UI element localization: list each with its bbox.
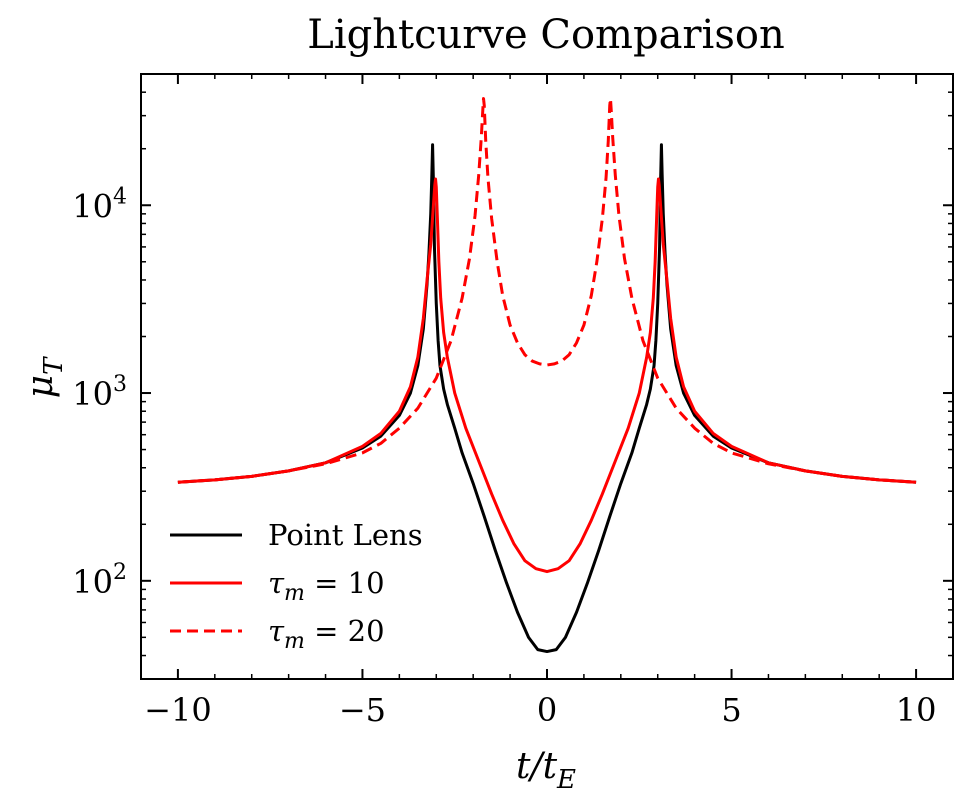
legend-label-point-lens: Point Lens xyxy=(268,518,423,552)
y-axis-label: μT xyxy=(20,356,69,398)
x-tick-label: −5 xyxy=(339,691,386,729)
ticks-layer xyxy=(140,73,954,680)
series-layer xyxy=(177,97,917,654)
x-tick-label: 10 xyxy=(896,691,937,729)
y-axis-label-main: μ xyxy=(20,375,61,398)
x-tick-label: 0 xyxy=(537,691,557,729)
series-line-0 xyxy=(177,143,917,654)
x-tick-label: −10 xyxy=(144,691,212,729)
x-axis-label-main: t/t xyxy=(516,746,558,787)
y-tick-label: 104 xyxy=(72,184,127,225)
legend-label-tau-20: τm = 20 xyxy=(268,614,385,654)
y-tick-label: 103 xyxy=(72,372,127,413)
x-tick-label: 5 xyxy=(721,691,741,729)
plot-frame xyxy=(140,73,954,680)
legend-label-tau-10: τm = 10 xyxy=(268,566,385,606)
y-tick-label: 102 xyxy=(72,560,127,601)
legend: Point Lens τm = 10 τm = 20 xyxy=(170,518,423,654)
y-tick-labels: 102 103 104 xyxy=(72,184,127,601)
chart-title: Lightcurve Comparison xyxy=(307,12,784,58)
series-line-1 xyxy=(177,177,917,574)
x-tick-labels: −10 −5 0 5 10 xyxy=(144,691,936,729)
x-axis-label: t/tE xyxy=(516,746,576,795)
series-line-2 xyxy=(177,97,917,484)
x-axis-label-sub: E xyxy=(556,765,576,795)
y-axis-label-sub: T xyxy=(39,356,69,375)
